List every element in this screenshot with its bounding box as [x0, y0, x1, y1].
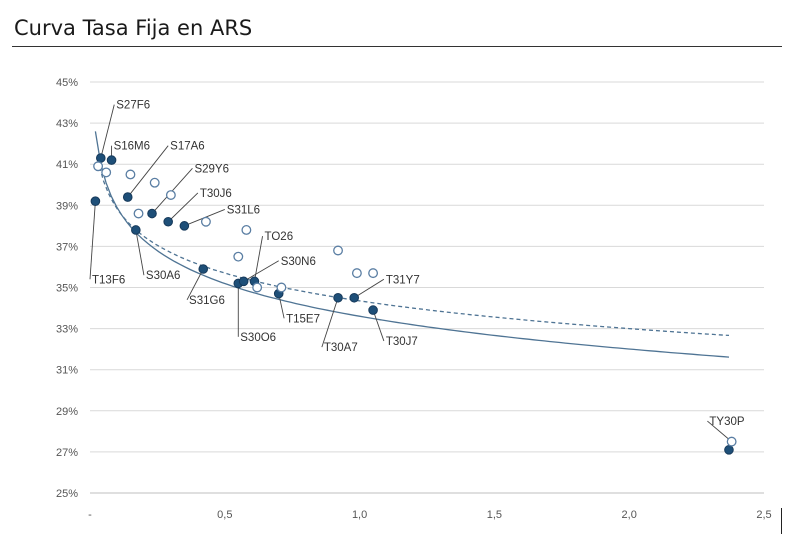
filled-data-point [198, 264, 209, 274]
hollow-data-point [351, 268, 362, 279]
y-tick-label: 37% [56, 241, 78, 253]
point-label: T30J7 [386, 336, 418, 348]
leader-line [89, 201, 96, 280]
filled-data-point [106, 155, 117, 165]
leader-line [135, 229, 145, 276]
y-tick-label: 31% [56, 365, 78, 377]
y-tick-label: 45% [56, 77, 78, 89]
hollow-data-point [726, 436, 737, 447]
x-tick-label: 2,5 [756, 509, 771, 521]
y-tick-label: 41% [56, 159, 78, 171]
y-tick-label: 29% [56, 406, 78, 418]
hollow-data-point [149, 177, 160, 188]
point-label: S31G6 [189, 295, 225, 307]
leader-line [100, 104, 115, 159]
leader-line [127, 145, 169, 198]
point-label: TO26 [265, 231, 294, 243]
y-tick-label: 25% [56, 488, 78, 500]
y-tick-label: 35% [56, 283, 78, 295]
y-tick-label: 43% [56, 118, 78, 130]
y-axis-ticks: 25% 27% 29% 31% 33% 35% 37% 39% 41% 43% 45% [56, 77, 78, 500]
hollow-data-point [125, 169, 136, 180]
leader-line [353, 278, 385, 299]
hollow-data-point [252, 282, 263, 293]
hollow-data-point [241, 225, 252, 235]
leader-line [167, 192, 199, 223]
y-tick-label: 39% [56, 200, 78, 212]
filled-data-point [163, 216, 173, 227]
point-label: S16M6 [114, 141, 150, 153]
filled-data-point [147, 208, 157, 219]
filled-data-point [95, 153, 106, 163]
point-labels: S27F6 S16M6 S17A6 S29Y6 T30J6 S31L6 TO26 T13F6 S… [92, 100, 745, 428]
leader-line [707, 420, 732, 442]
y-tick-label: 33% [56, 324, 78, 336]
point-label: T30A7 [324, 342, 358, 354]
x-tick-label: 1,0 [352, 509, 367, 521]
hollow-data-point [333, 245, 343, 256]
leader-line [186, 268, 204, 301]
hollow-data-point [93, 161, 104, 172]
x-tick-label: 1,5 [487, 509, 502, 521]
point-label: S31L6 [227, 204, 260, 216]
point-label: TY30P [709, 416, 744, 428]
gridlines [90, 81, 764, 494]
point-label: T13F6 [92, 274, 125, 286]
hollow-data-point [200, 216, 211, 227]
filled-data-point [333, 292, 343, 303]
data-points [90, 153, 737, 455]
point-label: S17A6 [170, 141, 205, 153]
filled-data-point [238, 276, 249, 287]
x-tick-label: 2,0 [622, 509, 637, 521]
filled-trend-line [94, 131, 730, 358]
point-label: S30O6 [240, 332, 276, 344]
hollow-data-point [276, 282, 287, 293]
filled-data-point [179, 221, 190, 231]
point-label: T15E7 [286, 313, 320, 325]
trendlines [94, 131, 730, 358]
x-tick-label: - [88, 509, 92, 521]
hollow-trend-line [97, 160, 730, 337]
point-label: S30A6 [146, 270, 181, 282]
hollow-data-point [101, 167, 112, 178]
point-label: T30J6 [200, 188, 232, 200]
filled-data-point [368, 305, 378, 315]
hollow-data-point [368, 268, 379, 279]
point-label: S29Y6 [194, 163, 229, 175]
filled-data-point [122, 192, 133, 202]
filled-data-point [131, 225, 141, 235]
leader-line [372, 309, 385, 342]
x-axis-ticks: - 0,5 1,0 1,5 2,0 2,5 [88, 509, 771, 521]
label-leader-lines [89, 104, 732, 442]
point-label: S30N6 [281, 256, 316, 268]
hollow-data-point [165, 190, 176, 200]
leader-line [321, 297, 339, 348]
filled-data-point [90, 196, 101, 206]
edge-marker [781, 508, 782, 534]
title-underline [12, 46, 782, 47]
x-tick-label: 0,5 [217, 509, 232, 521]
filled-data-point [349, 292, 360, 303]
hollow-data-point [133, 208, 144, 219]
point-label: S27F6 [116, 100, 150, 112]
point-label: T31Y7 [386, 274, 420, 286]
chart-title: Curva Tasa Fija en ARS [14, 16, 253, 40]
y-tick-label: 27% [56, 447, 78, 459]
leader-line [243, 260, 279, 282]
filled-data-point [724, 445, 734, 455]
hollow-data-point [233, 251, 244, 262]
